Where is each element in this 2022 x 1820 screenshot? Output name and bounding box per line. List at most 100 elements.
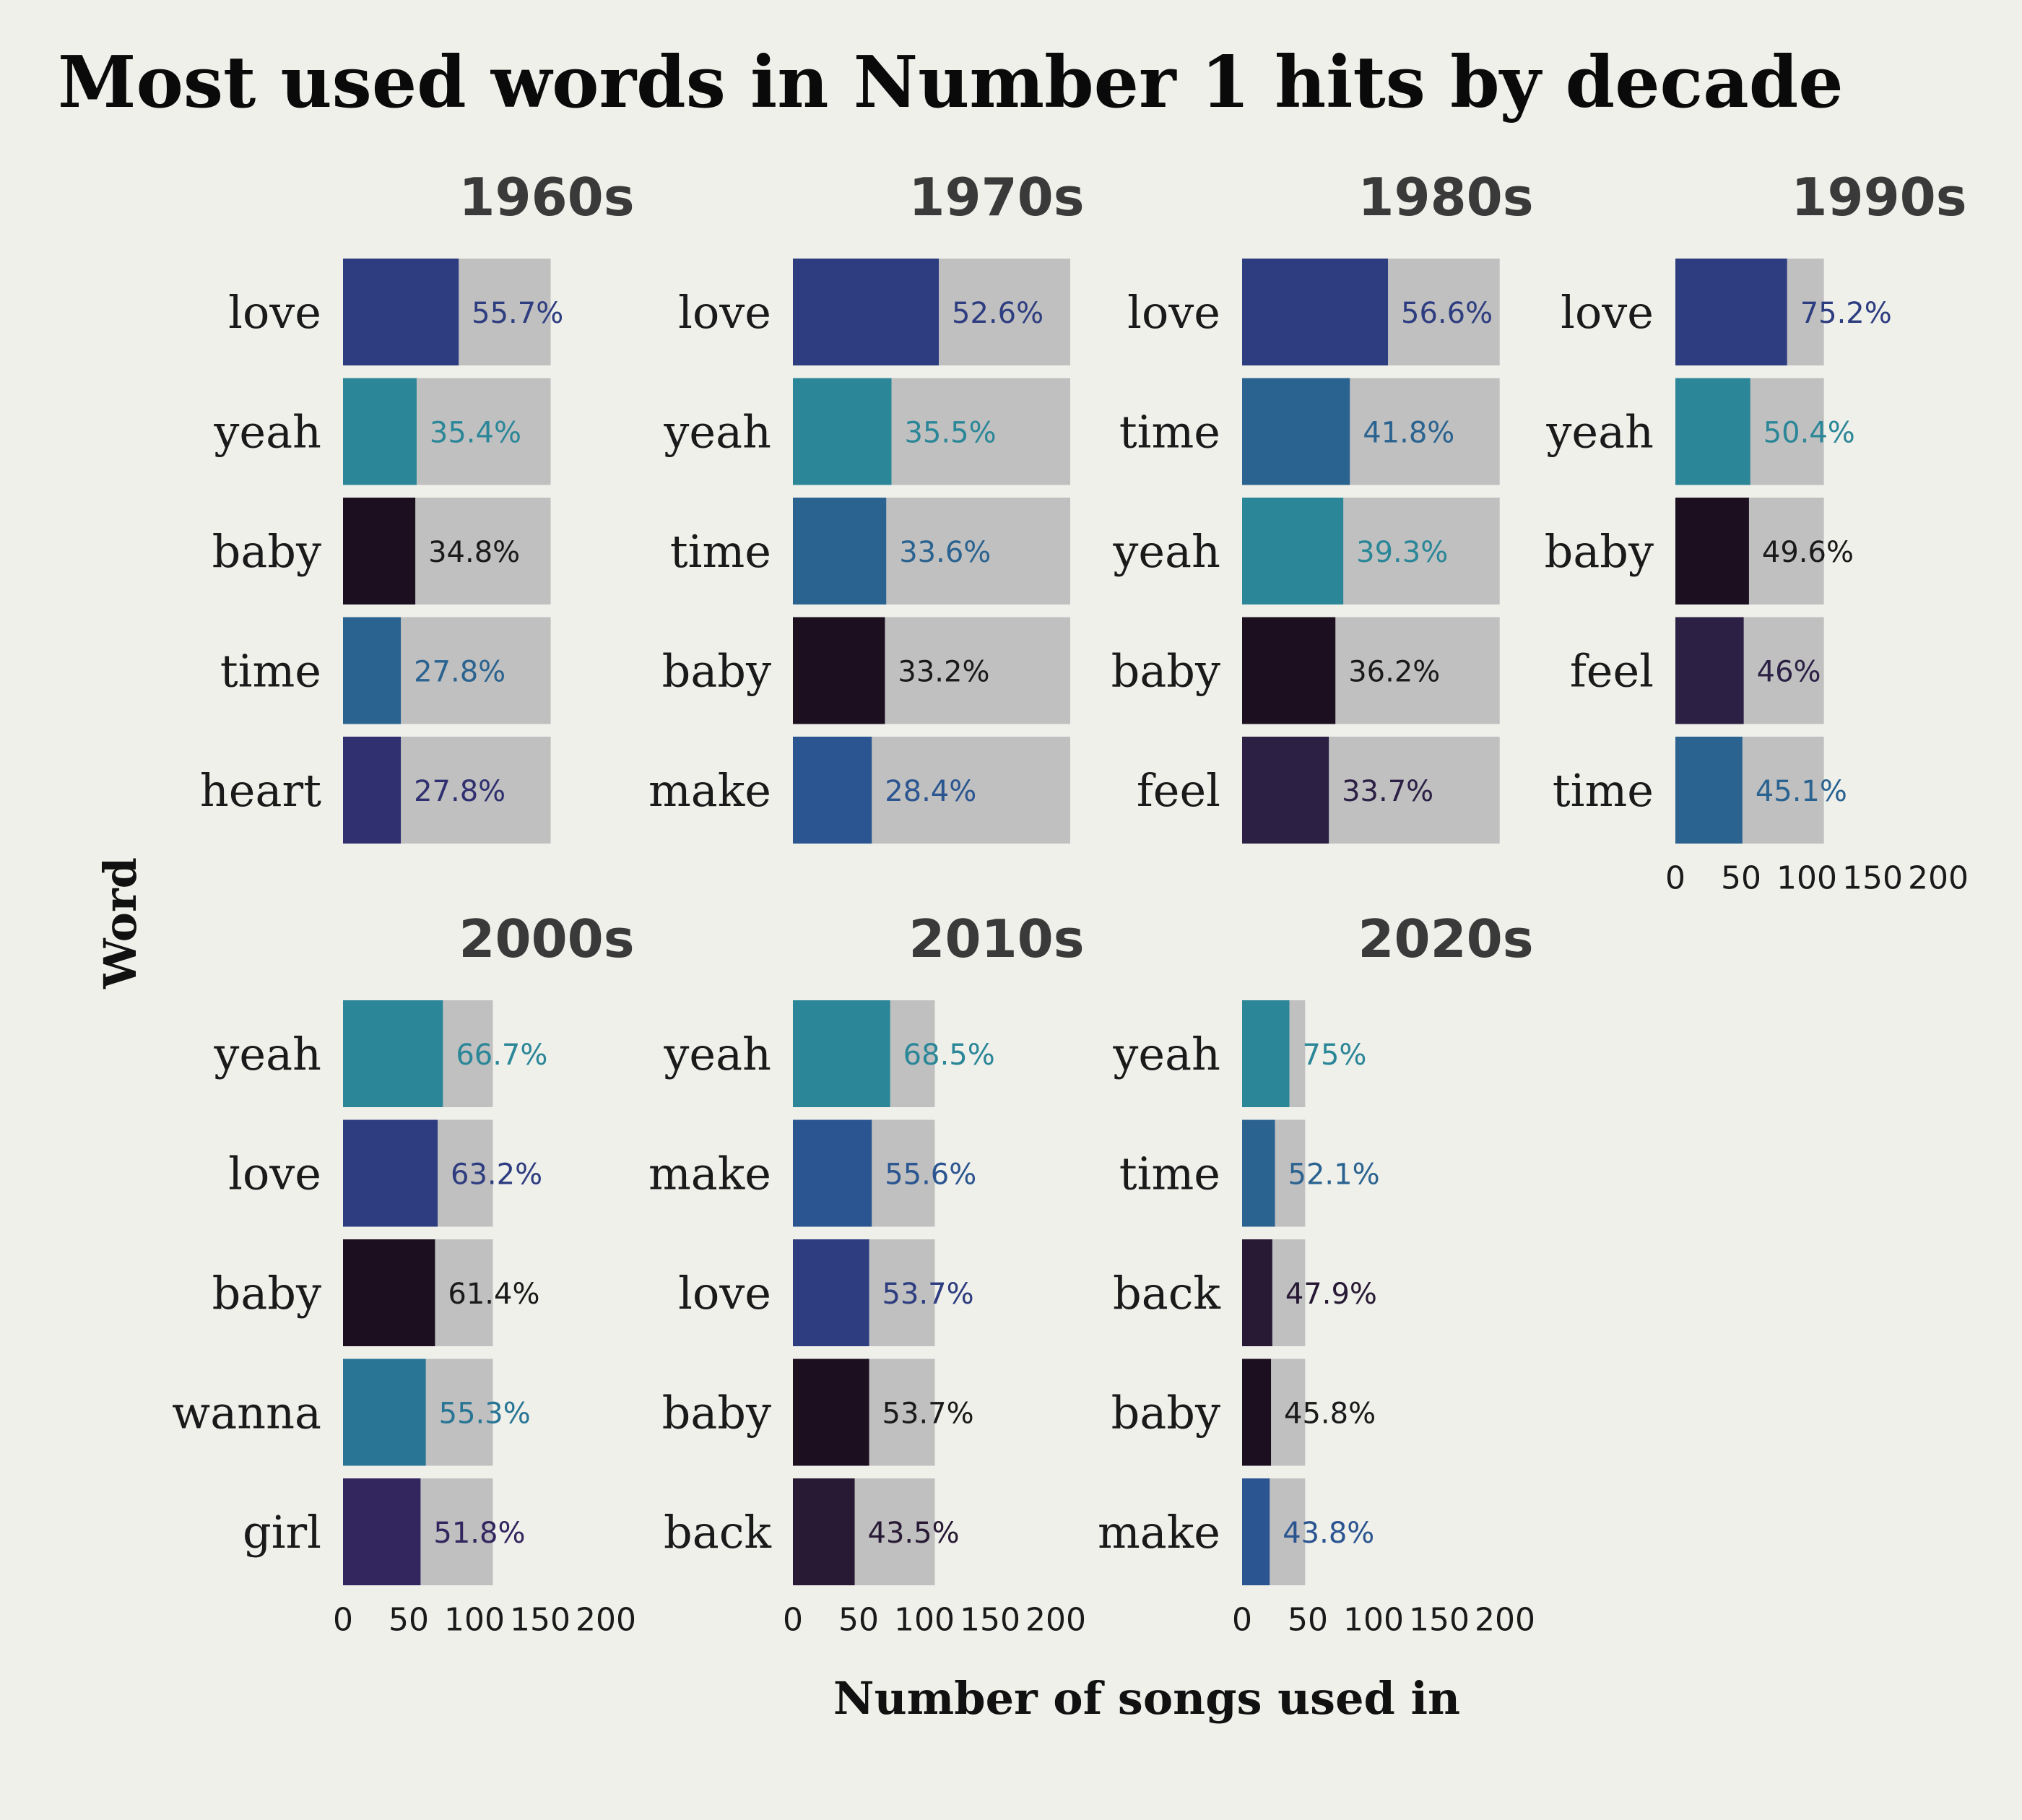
percent-label: 34.8% bbox=[428, 536, 520, 569]
word-label: love bbox=[1561, 286, 1654, 339]
word-label: feel bbox=[1137, 764, 1220, 817]
percent-label: 75% bbox=[1303, 1039, 1367, 1072]
bar-time bbox=[793, 498, 887, 604]
word-label: girl bbox=[243, 1506, 321, 1559]
percent-label: 39.3% bbox=[1356, 536, 1448, 569]
percent-label: 46% bbox=[1757, 656, 1821, 689]
percent-label: 51.8% bbox=[433, 1517, 525, 1550]
x-tick-label: 100 bbox=[894, 1602, 955, 1639]
bar-make bbox=[793, 1119, 872, 1227]
panel-title: 1980s bbox=[1358, 167, 1533, 228]
bar-love bbox=[343, 259, 459, 365]
word-label: time bbox=[220, 645, 321, 698]
x-tick-label: 150 bbox=[1409, 1602, 1470, 1639]
panel-2010s: 2010s yeah 68.5% make 55.6% love 53.7% baby 53.7… bbox=[648, 909, 1086, 1639]
bar-feel bbox=[1242, 737, 1329, 844]
word-label: yeah bbox=[1545, 406, 1654, 459]
bar-girl bbox=[343, 1478, 421, 1585]
x-tick-label: 150 bbox=[1842, 860, 1903, 897]
panel-1970s: 1970s love 52.6% yeah 35.5% time 33.6% baby 33.2… bbox=[648, 167, 1085, 844]
word-label: yeah bbox=[663, 1028, 771, 1080]
word-label: feel bbox=[1570, 645, 1654, 698]
word-label: heart bbox=[200, 764, 321, 817]
word-label: love bbox=[678, 286, 771, 339]
bar-yeah bbox=[793, 378, 892, 485]
word-label: baby bbox=[212, 525, 321, 578]
x-tick-label: 200 bbox=[576, 1602, 636, 1639]
percent-label: 52.1% bbox=[1288, 1158, 1380, 1192]
bar-baby bbox=[1242, 617, 1336, 724]
panel-2020s: 2020s yeah 75% time 52.1% back 47.9% baby 45.8% m… bbox=[1098, 909, 1535, 1639]
percent-label: 43.5% bbox=[868, 1517, 960, 1550]
y-axis-title: Word bbox=[94, 857, 147, 989]
bar-baby bbox=[1242, 1358, 1272, 1466]
bar-love bbox=[1242, 259, 1389, 365]
x-tick-label: 50 bbox=[389, 1602, 429, 1639]
word-label: yeah bbox=[1112, 1028, 1220, 1080]
x-tick-label: 50 bbox=[1721, 860, 1761, 897]
bar-yeah bbox=[793, 1000, 890, 1107]
bar-baby bbox=[793, 617, 885, 724]
percent-label: 53.7% bbox=[882, 1278, 974, 1311]
panels-group: 1960s love 55.7% yeah 35.4% baby 34.8% time 27.8… bbox=[172, 167, 1969, 1639]
bar-yeah bbox=[1242, 498, 1344, 604]
x-tick-label: 50 bbox=[1288, 1602, 1328, 1639]
word-label: yeah bbox=[663, 406, 771, 459]
panel-title: 1960s bbox=[459, 167, 634, 228]
bar-time bbox=[1242, 378, 1350, 485]
percent-label: 36.2% bbox=[1348, 656, 1440, 689]
bar-love bbox=[793, 1239, 869, 1346]
percent-label: 45.1% bbox=[1756, 775, 1847, 808]
percent-label: 27.8% bbox=[414, 775, 506, 808]
panel-2000s: 2000s yeah 66.7% love 63.2% baby 61.4% wanna 55.… bbox=[172, 909, 636, 1639]
word-label: baby bbox=[1111, 1387, 1220, 1439]
panel-1960s: 1960s love 55.7% yeah 35.4% baby 34.8% time 27.8… bbox=[200, 167, 635, 844]
bar-yeah bbox=[343, 378, 417, 485]
x-axis-title: Number of songs used in bbox=[833, 1672, 1460, 1725]
x-tick-label: 0 bbox=[1232, 1602, 1252, 1639]
x-tick-label: 200 bbox=[1025, 1602, 1086, 1639]
chart-title: Most used words in Number 1 hits by deca… bbox=[58, 41, 1844, 124]
x-tick-label: 50 bbox=[838, 1602, 879, 1639]
percent-label: 63.2% bbox=[451, 1158, 542, 1192]
bar-yeah bbox=[343, 1000, 443, 1107]
x-tick-label: 100 bbox=[1776, 860, 1837, 897]
word-label: yeah bbox=[1112, 525, 1220, 578]
word-label: make bbox=[648, 1148, 771, 1200]
percent-label: 55.3% bbox=[439, 1398, 531, 1431]
panel-1980s: 1980s love 56.6% time 41.8% yeah 39.3% baby 36.2… bbox=[1111, 167, 1534, 844]
x-tick-label: 100 bbox=[1343, 1602, 1404, 1639]
percent-label: 27.8% bbox=[414, 656, 506, 689]
word-label: baby bbox=[1111, 645, 1220, 698]
x-tick-label: 150 bbox=[960, 1602, 1020, 1639]
percent-label: 47.9% bbox=[1285, 1278, 1377, 1311]
panel-title: 2010s bbox=[908, 909, 1084, 969]
bar-time bbox=[1242, 1119, 1275, 1227]
x-tick-label: 150 bbox=[510, 1602, 570, 1639]
percent-label: 55.7% bbox=[472, 297, 563, 330]
bar-baby bbox=[343, 498, 416, 604]
percent-label: 28.4% bbox=[885, 775, 976, 808]
word-label: make bbox=[648, 764, 771, 817]
word-label: love bbox=[228, 286, 321, 339]
panel-title: 1970s bbox=[908, 167, 1084, 228]
percent-label: 35.5% bbox=[905, 417, 997, 450]
bar-love bbox=[343, 1119, 438, 1227]
percent-label: 53.7% bbox=[882, 1398, 974, 1431]
word-label: back bbox=[664, 1506, 771, 1559]
word-label: love bbox=[678, 1267, 771, 1320]
bar-make bbox=[793, 737, 872, 844]
word-label: time bbox=[1119, 1148, 1220, 1200]
bar-wanna bbox=[343, 1358, 426, 1466]
percent-label: 75.2% bbox=[1800, 297, 1892, 330]
panel-1990s: 1990s love 75.2% yeah 50.4% baby 49.6% feel 46% t… bbox=[1545, 167, 1969, 897]
word-label: yeah bbox=[213, 406, 321, 459]
bar-yeah bbox=[1242, 1000, 1290, 1107]
word-label: baby bbox=[1545, 525, 1654, 578]
bar-time bbox=[1675, 737, 1743, 844]
bar-love bbox=[1675, 259, 1787, 365]
percent-label: 52.6% bbox=[952, 297, 1043, 330]
bar-baby bbox=[343, 1239, 435, 1346]
word-label: wanna bbox=[172, 1387, 321, 1439]
